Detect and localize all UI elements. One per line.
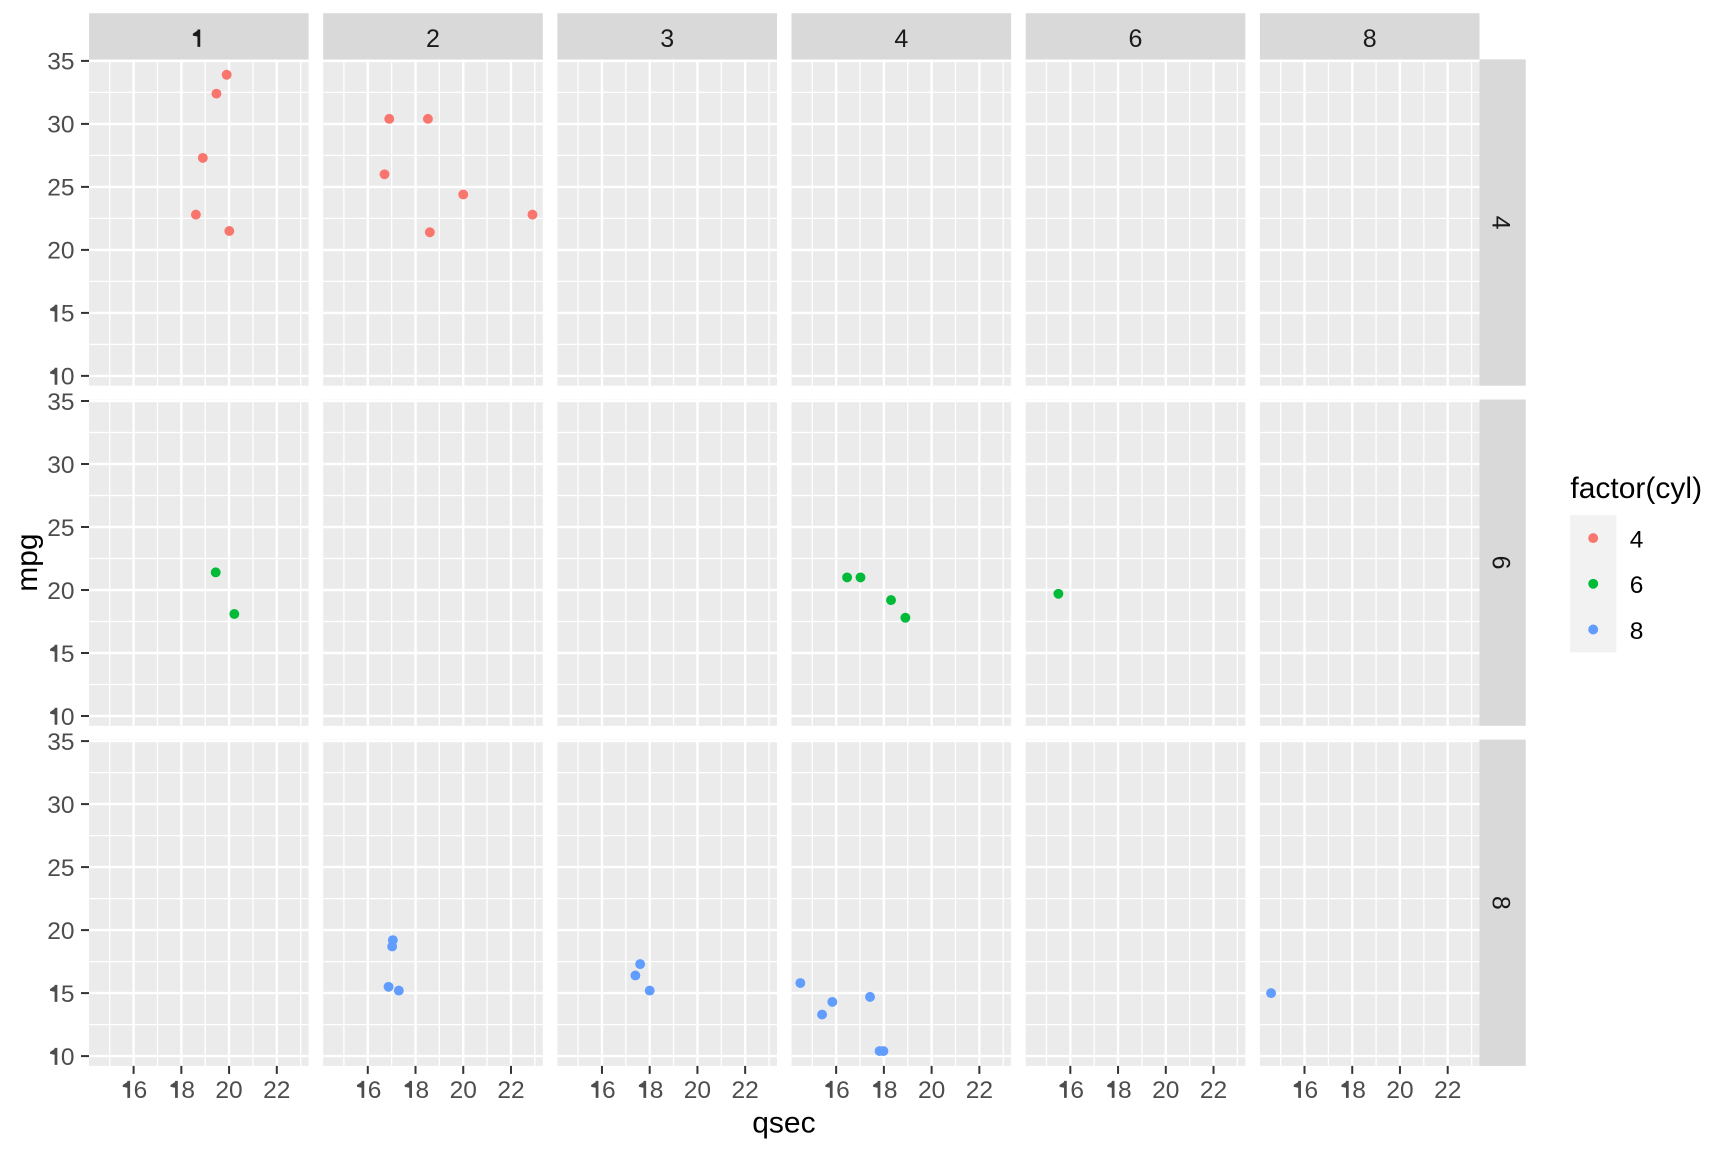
svg-text:20: 20 bbox=[1386, 1077, 1413, 1104]
svg-text:30: 30 bbox=[47, 112, 74, 139]
svg-text:22: 22 bbox=[966, 1077, 993, 1104]
svg-text:0: 0 bbox=[61, 1044, 75, 1071]
svg-text:30: 30 bbox=[47, 452, 74, 479]
svg-text:6: 6 bbox=[134, 1077, 148, 1104]
svg-text:20: 20 bbox=[684, 1077, 711, 1104]
svg-text:8: 8 bbox=[1352, 1077, 1366, 1104]
svg-text:3: 3 bbox=[660, 25, 674, 53]
svg-text:mpg: mpg bbox=[11, 533, 44, 591]
svg-text:22: 22 bbox=[1434, 1077, 1461, 1104]
svg-text:4: 4 bbox=[1630, 527, 1644, 554]
svg-text:0: 0 bbox=[61, 364, 75, 391]
svg-text:2: 2 bbox=[426, 25, 440, 53]
svg-text:6: 6 bbox=[1305, 1077, 1319, 1104]
svg-text:8: 8 bbox=[416, 1077, 430, 1104]
svg-text:6: 6 bbox=[602, 1077, 616, 1104]
svg-text:8: 8 bbox=[1486, 896, 1514, 910]
svg-text:5: 5 bbox=[61, 981, 75, 1008]
svg-text:6: 6 bbox=[368, 1077, 382, 1104]
svg-text:25: 25 bbox=[47, 515, 74, 542]
svg-text:8: 8 bbox=[1363, 25, 1377, 53]
svg-text:8: 8 bbox=[1118, 1077, 1132, 1104]
svg-text:22: 22 bbox=[1200, 1077, 1227, 1104]
svg-text:8: 8 bbox=[1630, 618, 1644, 645]
svg-text:qsec: qsec bbox=[752, 1107, 815, 1140]
svg-text:25: 25 bbox=[47, 175, 74, 202]
svg-text:4: 4 bbox=[1486, 216, 1514, 230]
svg-text:25: 25 bbox=[47, 855, 74, 882]
svg-text:6: 6 bbox=[1070, 1077, 1084, 1104]
svg-text:22: 22 bbox=[497, 1077, 524, 1104]
svg-text:22: 22 bbox=[732, 1077, 759, 1104]
svg-text:6: 6 bbox=[1630, 572, 1644, 599]
svg-text:6: 6 bbox=[1486, 556, 1514, 570]
svg-text:0: 0 bbox=[61, 704, 75, 731]
svg-text:8: 8 bbox=[181, 1077, 195, 1104]
svg-text:20: 20 bbox=[47, 238, 74, 265]
svg-text:factor(cyl): factor(cyl) bbox=[1570, 472, 1702, 505]
svg-text:5: 5 bbox=[61, 301, 75, 328]
svg-text:4: 4 bbox=[894, 25, 908, 53]
svg-text:6: 6 bbox=[1129, 25, 1143, 53]
svg-text:20: 20 bbox=[215, 1077, 242, 1104]
svg-text:35: 35 bbox=[47, 389, 74, 416]
svg-text:6: 6 bbox=[836, 1077, 850, 1104]
svg-text:35: 35 bbox=[47, 49, 74, 76]
svg-text:20: 20 bbox=[47, 578, 74, 605]
svg-text:8: 8 bbox=[650, 1077, 664, 1104]
svg-text:20: 20 bbox=[47, 918, 74, 945]
svg-text:20: 20 bbox=[918, 1077, 945, 1104]
svg-text:30: 30 bbox=[47, 792, 74, 819]
svg-text:5: 5 bbox=[61, 641, 75, 668]
svg-text:22: 22 bbox=[263, 1077, 290, 1104]
svg-text:35: 35 bbox=[47, 729, 74, 756]
svg-text:8: 8 bbox=[884, 1077, 898, 1104]
svg-text:20: 20 bbox=[1152, 1077, 1179, 1104]
svg-text:20: 20 bbox=[450, 1077, 477, 1104]
